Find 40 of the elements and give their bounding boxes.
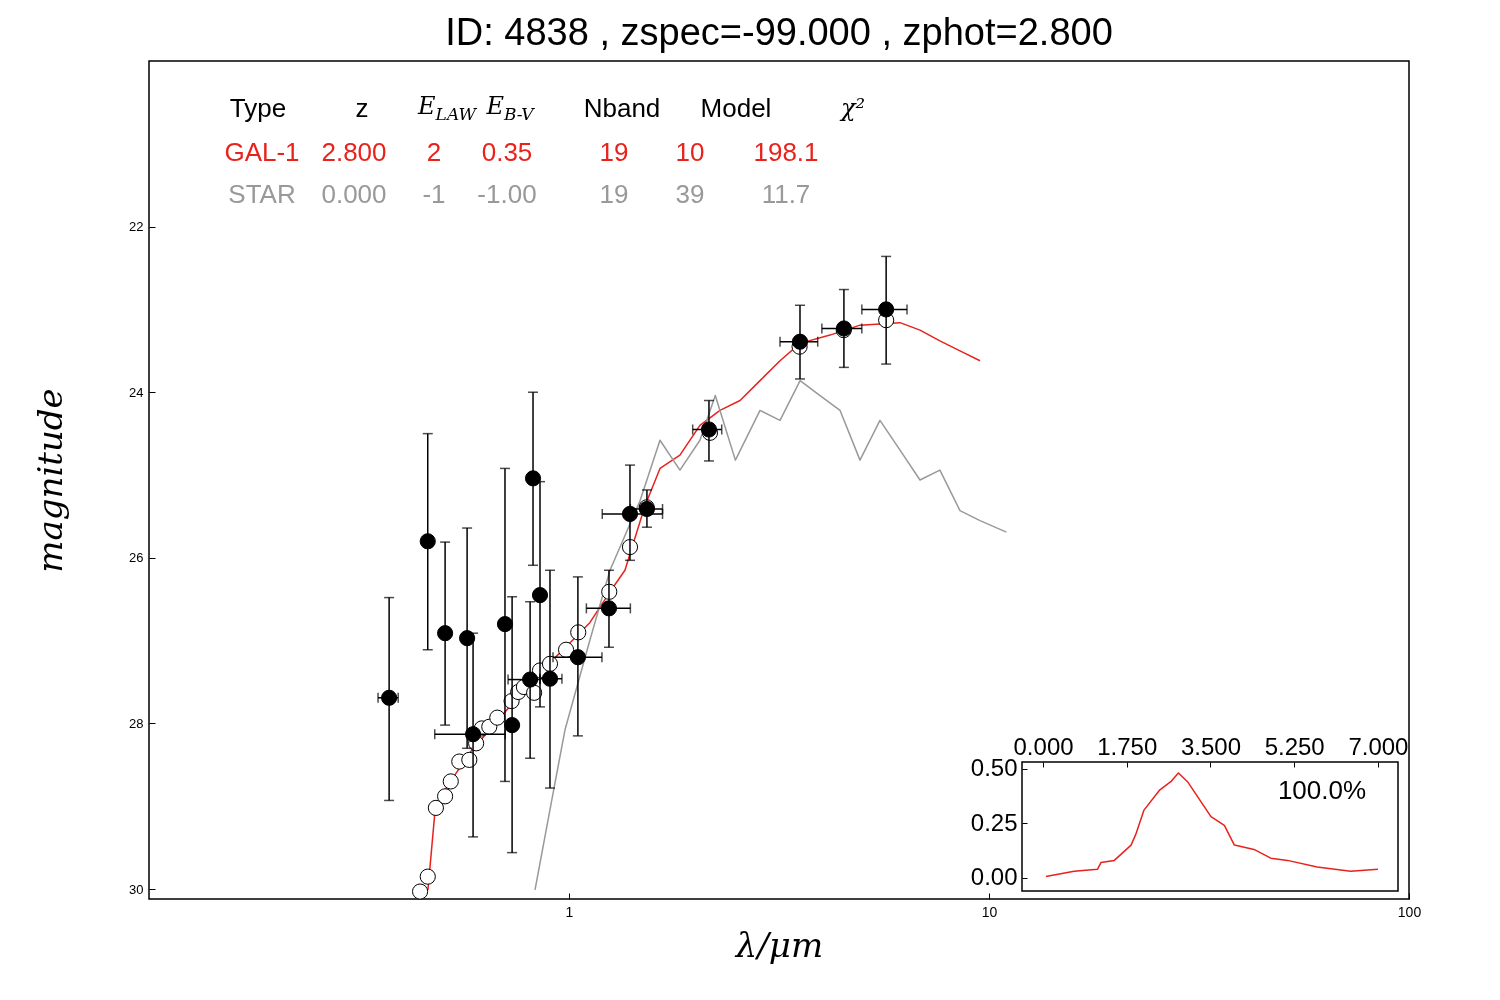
y-tick-label: 30	[129, 881, 144, 897]
annotation: -1	[422, 178, 446, 210]
annotation: E$_{LAW}$	[418, 92, 476, 124]
annotation: 19	[599, 178, 629, 210]
annotation: Nband	[583, 92, 661, 124]
annotation: -1.00	[477, 178, 537, 210]
chart-title: ID: 4838 , zspec=-99.000 , zphot=2.800	[445, 11, 1113, 53]
y-tick-label: 28	[129, 715, 144, 731]
x-tick-label: 7.000	[1348, 732, 1409, 760]
y-tick-label: 22	[129, 219, 144, 235]
annotation: 2.800	[321, 136, 387, 168]
y-tick-label: 0.25	[970, 808, 1018, 836]
annotation: 19	[599, 136, 629, 168]
x-tick-label: 3.500	[1180, 732, 1242, 760]
annotation: 39	[675, 178, 705, 210]
x-tick-label: 10	[981, 903, 998, 920]
annotation: 11.7	[761, 178, 811, 210]
annotation: 10	[675, 136, 705, 168]
x-tick-label: 1.750	[1097, 732, 1158, 760]
annotation: Type	[229, 92, 287, 124]
annotation: χ²	[840, 94, 866, 122]
annotation: 0.35	[481, 136, 533, 168]
annotation: 2	[426, 136, 442, 168]
x-tick-label: 1	[565, 903, 574, 920]
annotation: STAR	[228, 178, 296, 210]
annotation: GAL-1	[224, 136, 300, 168]
y-axis-title: magnitude	[30, 388, 71, 573]
y-tick-label: 26	[129, 550, 144, 566]
x-axis-title: λ/μm	[733, 924, 824, 965]
annotation: Model	[700, 92, 772, 124]
line-series	[1045, 772, 1379, 878]
annotation: 0.000	[321, 178, 387, 210]
annotation: E$_{B-V}$	[486, 92, 534, 124]
annotation: z	[355, 92, 369, 124]
annotation: 198.1	[753, 136, 819, 168]
y-tick-label: 24	[129, 384, 144, 400]
annotation: 100.0%	[1277, 775, 1367, 805]
x-tick-label: 100	[1397, 903, 1422, 920]
y-tick-label: 0.00	[970, 863, 1018, 891]
x-tick-label: 5.250	[1264, 732, 1325, 760]
